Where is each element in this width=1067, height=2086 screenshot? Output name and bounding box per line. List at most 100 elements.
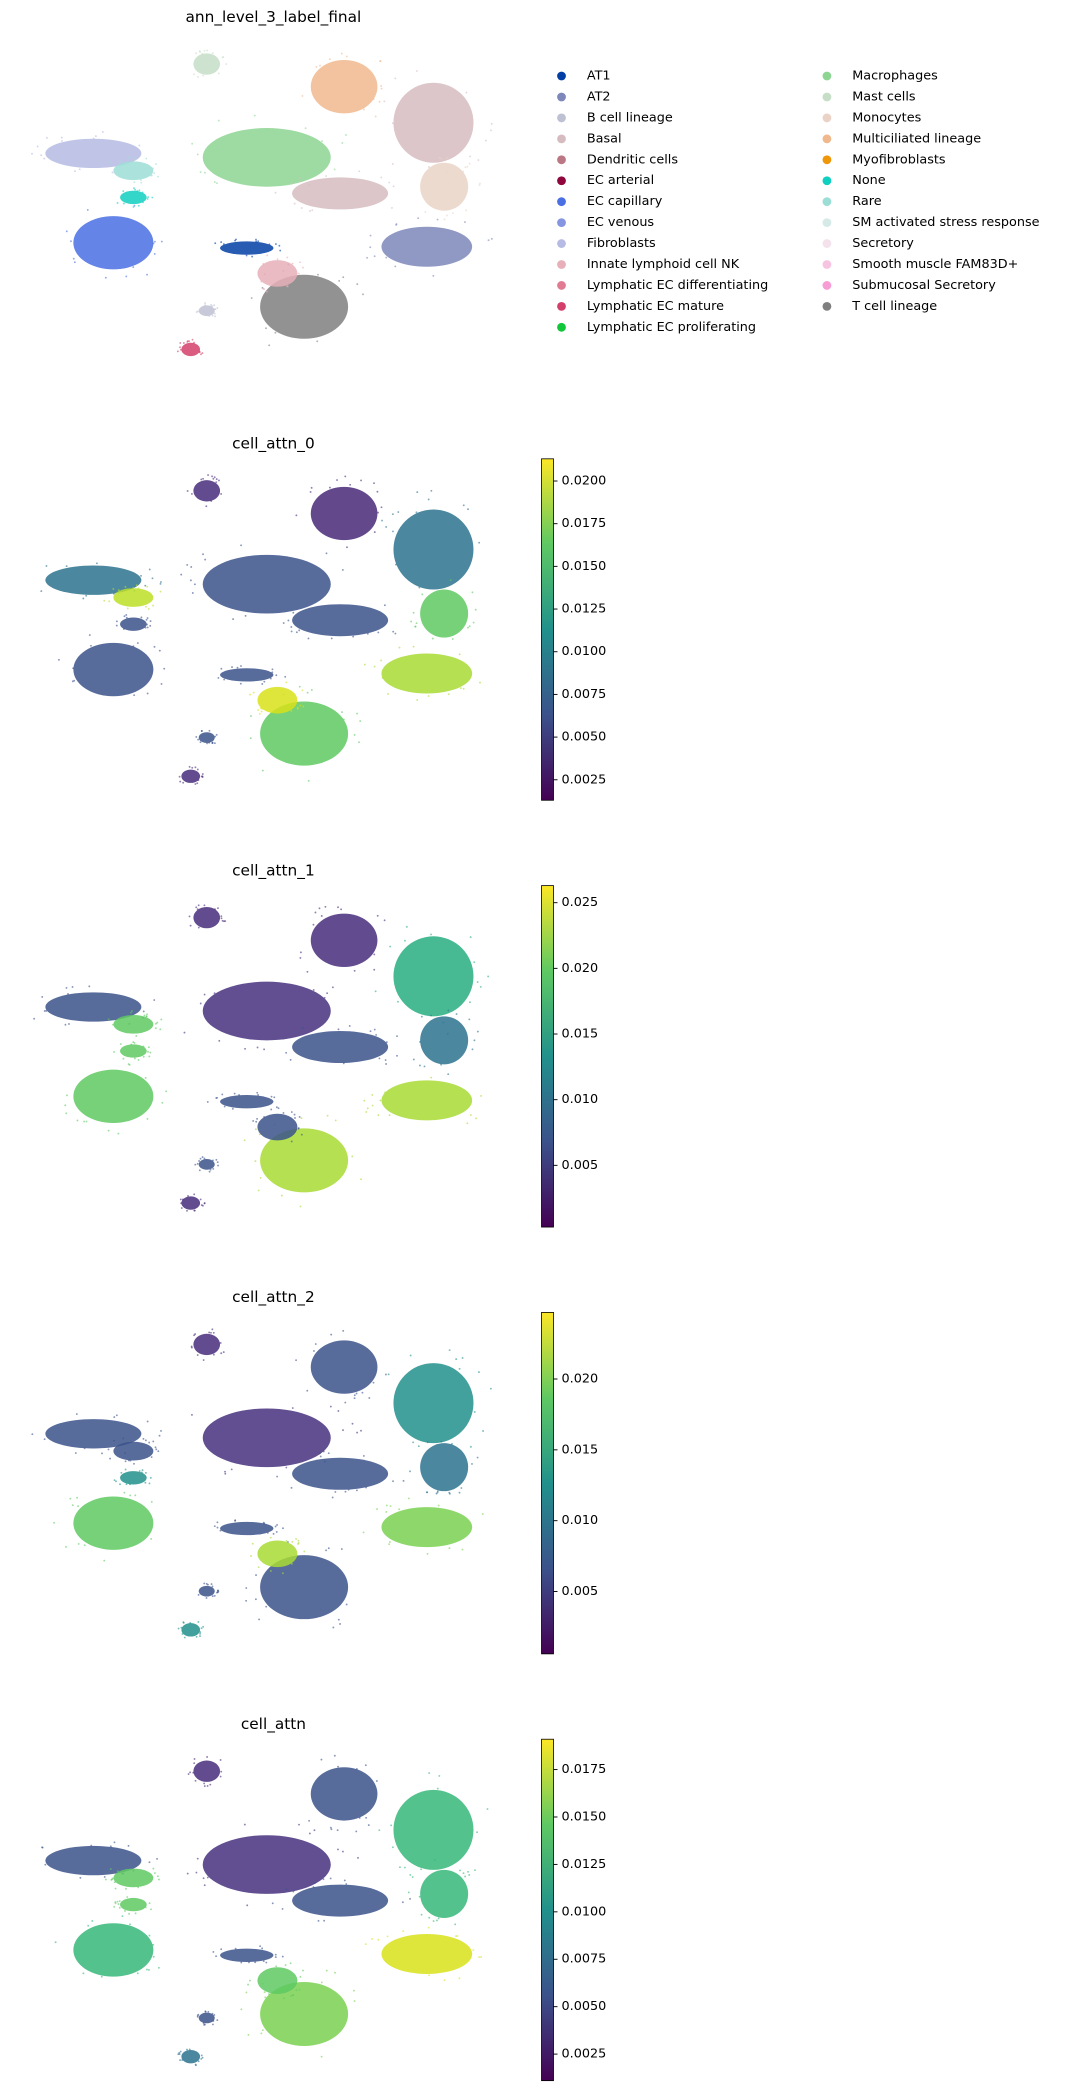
cell-dot — [221, 919, 224, 922]
cell-dot — [351, 1422, 354, 1425]
cell-dot — [206, 1583, 209, 1586]
cell-dot — [224, 920, 227, 923]
cell-dot — [323, 996, 326, 999]
cell-dot — [420, 1913, 423, 1916]
cell-dot — [334, 1119, 337, 1122]
cell-dot — [208, 314, 211, 317]
cluster — [310, 1340, 378, 1394]
cell-dot — [150, 1537, 153, 1540]
cell-dot — [144, 584, 147, 587]
cluster — [381, 1507, 473, 1548]
legend-label: Fibroblasts — [587, 236, 656, 251]
cell-dot — [212, 1353, 215, 1356]
cell-dot — [339, 1623, 341, 1625]
cell-dot — [465, 209, 468, 212]
cell-dot — [298, 1988, 301, 1991]
cell-dot — [201, 2056, 204, 2059]
cluster — [220, 1095, 274, 1109]
cell-dot — [64, 1104, 67, 1107]
cell-dot — [103, 1875, 106, 1878]
cell-dot — [211, 314, 214, 317]
cell-dot — [203, 49, 206, 52]
cell-dot — [319, 1455, 322, 1458]
cell-dot — [282, 1112, 285, 1114]
cell-dot — [124, 1468, 127, 1471]
cell-dot — [133, 694, 136, 697]
legend-label: Dendritic cells — [587, 152, 678, 167]
cluster — [181, 1196, 201, 1210]
cell-dot — [396, 1035, 398, 1038]
cell-dot — [216, 307, 219, 309]
cell-dot — [195, 1871, 198, 1874]
cell-dot — [340, 908, 343, 911]
cluster — [198, 1159, 215, 1170]
cell-dot — [299, 956, 302, 959]
cell-dot — [124, 1460, 127, 1463]
cell-dot — [343, 1879, 346, 1882]
cell-dot — [469, 155, 472, 158]
cell-dot — [281, 1955, 284, 1958]
cell-dot — [114, 1887, 117, 1890]
cell-dot — [112, 587, 115, 590]
cell-dot — [213, 742, 216, 745]
cell-dot — [155, 1448, 158, 1451]
cluster — [393, 509, 474, 590]
cell-dot — [61, 140, 63, 142]
cell-dot — [285, 1051, 288, 1054]
cell-dot — [206, 1784, 209, 1787]
cell-dot — [259, 1176, 262, 1179]
cell-dot — [475, 1117, 478, 1120]
cell-dot — [194, 2063, 197, 2066]
cell-dot — [158, 1878, 160, 1881]
cell-dot — [134, 188, 137, 191]
cell-dot — [216, 1589, 219, 1592]
cell-dot — [239, 682, 242, 685]
cell-dot — [430, 1014, 432, 1017]
cell-dot — [280, 1194, 283, 1197]
cell-dot — [160, 240, 163, 243]
cell-dot — [146, 623, 148, 626]
cell-dot — [193, 1209, 196, 1212]
cell-dot — [337, 1848, 339, 1851]
cell-dot — [201, 352, 204, 355]
cell-dot — [108, 600, 111, 603]
cell-dot — [206, 1876, 209, 1879]
cell-dot — [160, 682, 163, 685]
cluster — [181, 1623, 201, 1637]
cell-dot — [301, 94, 304, 97]
cell-dot — [204, 558, 207, 561]
cell-dot — [211, 305, 214, 308]
cell-dot — [276, 1523, 278, 1526]
cell-dot — [292, 611, 295, 614]
cell-dot — [82, 1972, 85, 1975]
cell-dot — [403, 1866, 406, 1869]
cell-dot — [150, 1500, 153, 1503]
cell-dot — [211, 2012, 214, 2015]
cell-dot — [142, 1055, 145, 1058]
cell-dot — [138, 1470, 141, 1472]
cell-dot — [366, 256, 369, 259]
cluster — [202, 1408, 331, 1468]
cell-dot — [109, 1845, 112, 1848]
cell-dot — [332, 1626, 335, 1629]
cell-dot — [263, 1048, 266, 1051]
cell-dot — [478, 182, 481, 185]
cell-dot — [308, 1832, 311, 1835]
cell-dot — [373, 953, 376, 956]
cell-dot — [179, 780, 182, 783]
cell-dot — [448, 1349, 451, 1352]
cell-dot — [260, 710, 263, 713]
cell-dot — [282, 622, 285, 624]
cell-dot — [257, 1566, 260, 1569]
cell-dot — [391, 122, 394, 125]
cell-dot — [114, 1902, 117, 1905]
cell-dot — [182, 781, 185, 784]
cell-dot — [257, 1094, 260, 1096]
cell-dot — [432, 274, 435, 277]
cell-dot — [415, 511, 418, 514]
colorbar-tick-label: 0.0075 — [562, 1952, 607, 1967]
cluster — [310, 60, 378, 114]
cell-dot — [290, 630, 293, 633]
cell-dot — [459, 687, 462, 690]
cell-dot — [127, 156, 130, 159]
